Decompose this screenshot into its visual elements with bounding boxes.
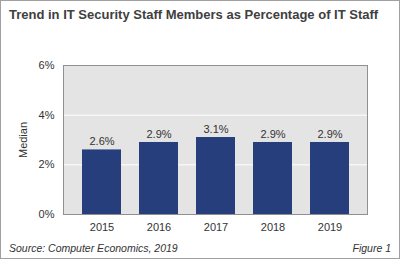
svg-text:2018: 2018 [261,221,285,233]
svg-text:2.9%: 2.9% [317,128,342,140]
svg-text:2.6%: 2.6% [89,135,114,147]
html-text:Source: Computer Economics, 20: Source: Computer Economics, 2019 [9,242,178,254]
html-text:Figure 1: Figure 1 [352,242,391,254]
svg-text:2.9%: 2.9% [146,128,171,140]
svg-text:2017: 2017 [204,221,228,233]
svg-text:6%: 6% [39,59,55,71]
svg-text:2%: 2% [39,158,55,170]
svg-text:3.1%: 3.1% [203,123,228,135]
svg-text:2.9%: 2.9% [260,128,285,140]
html-text:Trend in IT Security Staff Mem: Trend in IT Security Staff Members as Pe… [9,7,379,22]
svg-text:0%: 0% [39,208,55,220]
svg-text:2016: 2016 [147,221,171,233]
svg-text:4%: 4% [39,109,55,121]
svg-text:Median: Median [17,122,29,158]
svg-text:2019: 2019 [318,221,342,233]
svg-text:2015: 2015 [90,221,114,233]
